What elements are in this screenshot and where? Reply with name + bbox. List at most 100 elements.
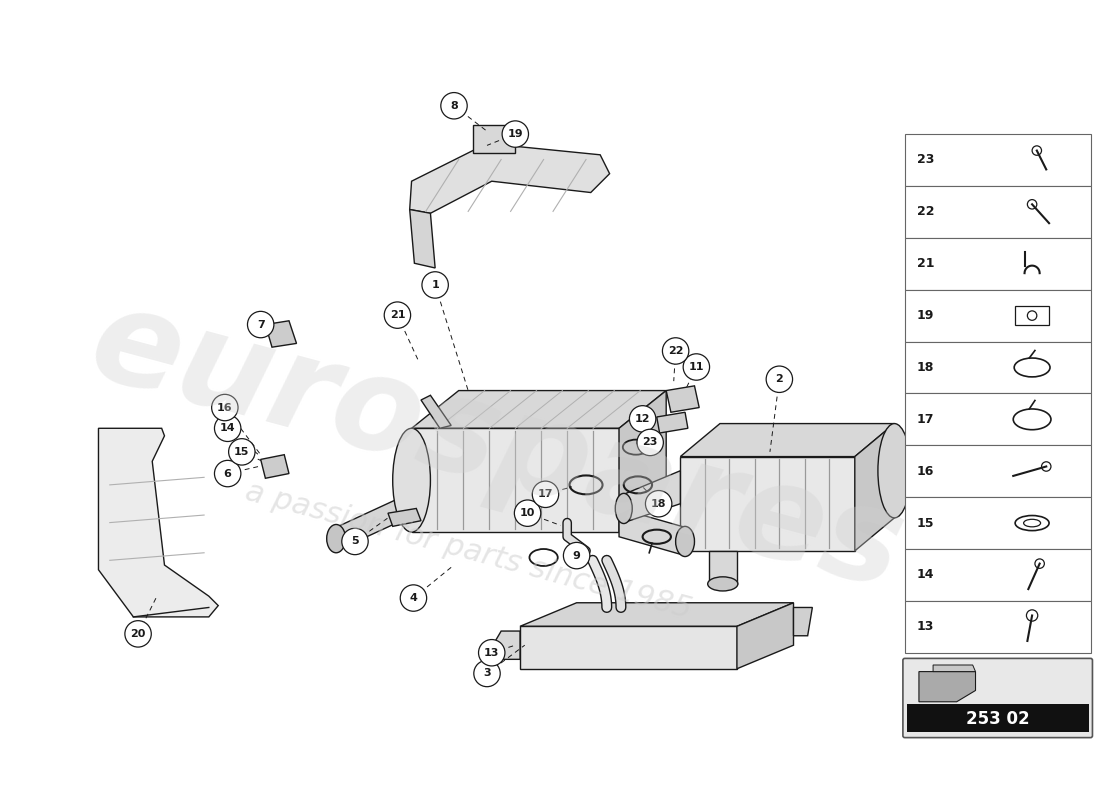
Circle shape	[502, 121, 528, 147]
Bar	[905, 186, 1090, 238]
Polygon shape	[624, 470, 680, 522]
Circle shape	[384, 302, 410, 328]
Polygon shape	[708, 551, 737, 584]
Circle shape	[248, 311, 274, 338]
Text: 22: 22	[668, 346, 683, 356]
Polygon shape	[619, 509, 685, 556]
Text: 10: 10	[520, 508, 536, 518]
Bar	[1015, 306, 1049, 325]
Text: 253 02: 253 02	[966, 710, 1030, 728]
Polygon shape	[388, 509, 421, 526]
Bar	[905, 290, 1090, 342]
Polygon shape	[337, 499, 397, 551]
Bar	[905, 342, 1090, 394]
Text: 23: 23	[916, 154, 934, 166]
Polygon shape	[657, 412, 688, 433]
Bar	[905, 394, 1090, 446]
Text: 16: 16	[916, 465, 934, 478]
Text: 4: 4	[409, 593, 417, 603]
Polygon shape	[492, 631, 520, 659]
Bar	[906, 704, 1089, 732]
Circle shape	[400, 585, 427, 611]
Circle shape	[563, 542, 590, 569]
Text: 20: 20	[131, 629, 146, 639]
Polygon shape	[933, 665, 976, 672]
Text: 8: 8	[450, 101, 458, 110]
Text: eurospares: eurospares	[77, 278, 916, 617]
Ellipse shape	[393, 428, 430, 532]
Text: 18: 18	[916, 361, 934, 374]
Text: 16: 16	[217, 402, 233, 413]
Text: 12: 12	[635, 414, 650, 424]
Polygon shape	[265, 321, 297, 347]
Polygon shape	[737, 602, 793, 669]
Circle shape	[478, 639, 505, 666]
Text: 21: 21	[916, 258, 934, 270]
Circle shape	[422, 272, 449, 298]
Text: 17: 17	[538, 490, 553, 499]
Text: 22: 22	[916, 206, 934, 218]
Bar	[905, 549, 1090, 601]
Polygon shape	[680, 457, 855, 551]
Polygon shape	[918, 672, 976, 702]
Text: 13: 13	[916, 620, 934, 634]
Circle shape	[474, 660, 500, 686]
Text: 7: 7	[256, 319, 265, 330]
Polygon shape	[409, 210, 436, 268]
Circle shape	[125, 621, 152, 647]
Circle shape	[214, 460, 241, 486]
Polygon shape	[520, 602, 793, 626]
Circle shape	[532, 481, 559, 507]
Bar	[905, 497, 1090, 549]
Ellipse shape	[707, 577, 738, 591]
Text: 14: 14	[916, 569, 934, 582]
Polygon shape	[793, 607, 813, 636]
Polygon shape	[421, 395, 451, 428]
Bar	[905, 601, 1090, 653]
Circle shape	[515, 500, 541, 526]
Ellipse shape	[878, 423, 911, 518]
Circle shape	[629, 406, 656, 432]
Polygon shape	[855, 423, 894, 551]
Ellipse shape	[327, 525, 345, 553]
Circle shape	[637, 430, 663, 456]
Circle shape	[342, 528, 369, 554]
Polygon shape	[411, 428, 619, 532]
Text: 2: 2	[776, 374, 783, 384]
Circle shape	[229, 438, 255, 465]
Polygon shape	[619, 390, 667, 532]
Text: 15: 15	[916, 517, 934, 530]
Text: 21: 21	[389, 310, 405, 320]
Polygon shape	[99, 428, 218, 617]
Circle shape	[214, 415, 241, 442]
Text: 17: 17	[916, 413, 934, 426]
Circle shape	[683, 354, 710, 380]
Text: 14: 14	[220, 423, 235, 434]
Polygon shape	[680, 423, 894, 457]
Text: 3: 3	[483, 669, 491, 678]
Text: 11: 11	[689, 362, 704, 372]
Text: a passion for parts since 1985: a passion for parts since 1985	[242, 478, 694, 625]
Text: 15: 15	[234, 447, 250, 457]
Text: 13: 13	[484, 648, 499, 658]
Circle shape	[211, 394, 238, 421]
Text: 23: 23	[642, 438, 658, 447]
Polygon shape	[520, 626, 737, 669]
Bar	[905, 446, 1090, 497]
Text: 18: 18	[651, 498, 667, 509]
Text: 9: 9	[573, 550, 581, 561]
Polygon shape	[409, 143, 609, 214]
Bar	[905, 134, 1090, 186]
Circle shape	[441, 93, 468, 119]
Circle shape	[662, 338, 689, 364]
Text: 19: 19	[916, 309, 934, 322]
Bar	[905, 238, 1090, 290]
Ellipse shape	[615, 494, 632, 523]
Circle shape	[646, 490, 672, 517]
Polygon shape	[667, 386, 700, 412]
FancyBboxPatch shape	[903, 658, 1092, 738]
Text: 6: 6	[223, 469, 232, 478]
Circle shape	[767, 366, 793, 393]
Text: 19: 19	[507, 129, 524, 139]
Text: 5: 5	[351, 537, 359, 546]
